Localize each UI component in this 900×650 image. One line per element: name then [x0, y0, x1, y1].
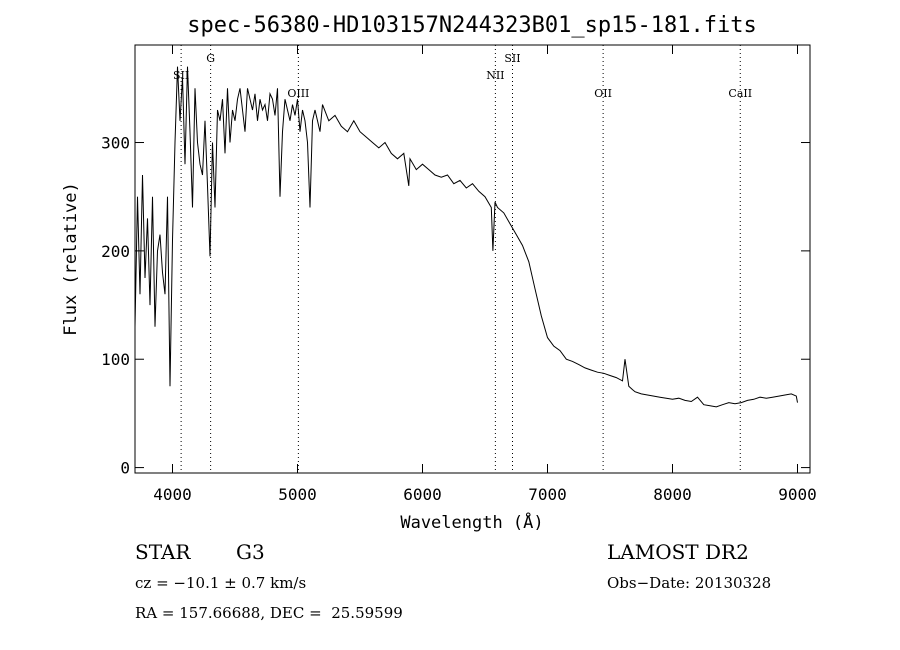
annotation-label: NII — [486, 69, 504, 82]
survey-name: LAMOST DR2 — [607, 540, 749, 564]
y-tick-label: 200 — [101, 242, 130, 261]
y-tick-label: 100 — [101, 350, 130, 369]
annotation-label: SII — [504, 52, 520, 65]
x-tick-label: 5000 — [278, 485, 317, 504]
x-tick-label: 7000 — [528, 485, 567, 504]
annotation-label: G — [206, 52, 215, 65]
plot-frame — [134, 44, 811, 474]
reference-lines — [180, 45, 741, 473]
annotation-label: OII — [594, 87, 612, 100]
axis-ticks: 4000 5000 6000 7000 8000 9000 0 100 200 300 — [101, 45, 817, 504]
x-tick-label: 9000 — [778, 485, 817, 504]
y-tick-label: 0 — [120, 459, 130, 478]
coordinates: RA = 157.66688, DEC = 25.59599 — [135, 604, 403, 622]
x-tick-label: 8000 — [653, 485, 692, 504]
y-tick-label: 300 — [101, 134, 130, 153]
object-class: STAR — [135, 540, 191, 564]
x-axis-label: Wavelength (Å) — [400, 511, 543, 533]
redshift-info: cz = −10.1 ± 0.7 km/s — [135, 574, 307, 592]
observation-date: Obs−Date: 20130328 — [607, 574, 772, 592]
chart-title: spec-56380-HD103157N244323B01_sp15-181.f… — [187, 13, 757, 38]
spectrum-line — [134, 66, 798, 408]
annotation-label: OIII — [287, 87, 309, 100]
annotation-label: CaII — [728, 87, 752, 100]
spectrum-chart: spec-56380-HD103157N244323B01_sp15-181.f… — [61, 13, 817, 533]
x-tick-label: 6000 — [403, 485, 442, 504]
x-tick-label: 4000 — [153, 485, 192, 504]
object-subclass: G3 — [236, 540, 265, 564]
y-axis-label: Flux (relative) — [61, 182, 81, 336]
